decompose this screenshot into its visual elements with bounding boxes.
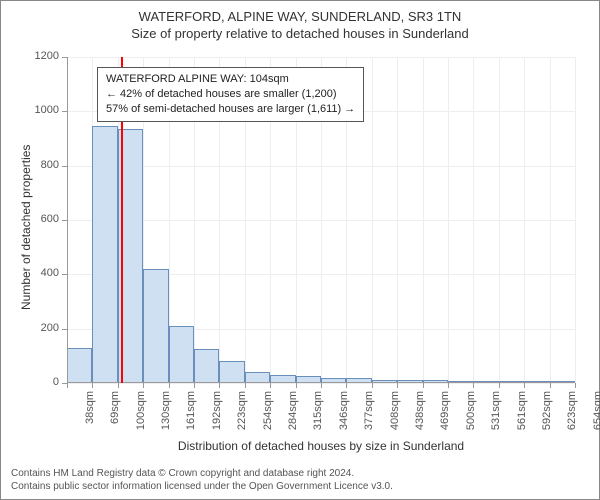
histogram-bar [67, 348, 92, 383]
annotation-box: WATERFORD ALPINE WAY: 104sqm ← 42% of de… [97, 67, 364, 122]
x-tick-label: 254sqm [262, 391, 274, 437]
x-tick-label: 223sqm [236, 391, 248, 437]
y-tick-label: 800 [19, 159, 59, 171]
x-axis-title: Distribution of detached houses by size … [67, 439, 575, 453]
x-tick-label: 531sqm [490, 391, 502, 437]
annotation-line-1: WATERFORD ALPINE WAY: 104sqm [106, 72, 355, 87]
x-tick-mark [550, 383, 551, 388]
x-tick-label: 161sqm [185, 391, 197, 437]
x-tick-label: 469sqm [439, 391, 451, 437]
footer-line-2: Contains public sector information licen… [11, 480, 393, 493]
x-tick-label: 408sqm [389, 391, 401, 437]
x-tick-label: 315sqm [312, 391, 324, 437]
gridline-vertical [575, 57, 576, 383]
x-tick-mark [270, 383, 271, 388]
histogram-bar [194, 349, 219, 383]
y-tick-label: 600 [19, 213, 59, 225]
y-tick-mark [62, 329, 67, 330]
x-tick-label: 100sqm [135, 391, 147, 437]
footer-attribution: Contains HM Land Registry data © Crown c… [11, 467, 393, 493]
y-tick-mark [62, 111, 67, 112]
x-tick-label: 69sqm [109, 391, 121, 437]
page-title: WATERFORD, ALPINE WAY, SUNDERLAND, SR3 1… [1, 9, 599, 24]
x-tick-mark [245, 383, 246, 388]
histogram-bar [219, 361, 244, 383]
x-tick-mark [169, 383, 170, 388]
x-tick-mark [321, 383, 322, 388]
x-tick-label: 500sqm [465, 391, 477, 437]
x-tick-label: 561sqm [516, 391, 528, 437]
x-tick-mark [372, 383, 373, 388]
x-tick-mark [118, 383, 119, 388]
x-tick-label: 654sqm [592, 391, 600, 437]
x-tick-label: 192sqm [211, 391, 223, 437]
x-tick-mark [346, 383, 347, 388]
y-tick-label: 1000 [19, 104, 59, 116]
annotation-line-2: ← 42% of detached houses are smaller (1,… [106, 87, 355, 102]
y-tick-label: 0 [19, 376, 59, 388]
x-tick-mark [575, 383, 576, 388]
gridline-horizontal [67, 166, 575, 167]
page-subtitle: Size of property relative to detached ho… [1, 26, 599, 41]
x-tick-mark [397, 383, 398, 388]
y-tick-label: 400 [19, 267, 59, 279]
x-tick-mark [219, 383, 220, 388]
x-tick-label: 438sqm [414, 391, 426, 437]
histogram-bar [169, 326, 194, 383]
gridline-horizontal [67, 57, 575, 58]
y-tick-label: 200 [19, 322, 59, 334]
x-tick-mark [423, 383, 424, 388]
annotation-line-3: 57% of semi-detached houses are larger (… [106, 102, 355, 117]
x-tick-label: 38sqm [84, 391, 96, 437]
y-tick-mark [62, 166, 67, 167]
y-axis-line [67, 57, 68, 383]
chart-container: WATERFORD, ALPINE WAY, SUNDERLAND, SR3 1… [0, 0, 600, 500]
x-tick-mark [448, 383, 449, 388]
y-tick-mark [62, 57, 67, 58]
histogram-bar [92, 126, 117, 383]
x-tick-mark [499, 383, 500, 388]
x-tick-label: 284sqm [287, 391, 299, 437]
x-tick-label: 130sqm [160, 391, 172, 437]
x-tick-label: 377sqm [363, 391, 375, 437]
x-tick-label: 346sqm [338, 391, 350, 437]
y-tick-label: 1200 [19, 50, 59, 62]
x-tick-mark [194, 383, 195, 388]
x-tick-mark [67, 383, 68, 388]
y-tick-mark [62, 220, 67, 221]
histogram-bar [143, 269, 168, 383]
x-tick-mark [92, 383, 93, 388]
x-tick-mark [143, 383, 144, 388]
footer-line-1: Contains HM Land Registry data © Crown c… [11, 467, 393, 480]
x-tick-label: 623sqm [566, 391, 578, 437]
x-tick-label: 592sqm [541, 391, 553, 437]
x-tick-mark [296, 383, 297, 388]
gridline-horizontal [67, 220, 575, 221]
y-tick-mark [62, 274, 67, 275]
x-tick-mark [473, 383, 474, 388]
x-tick-mark [524, 383, 525, 388]
